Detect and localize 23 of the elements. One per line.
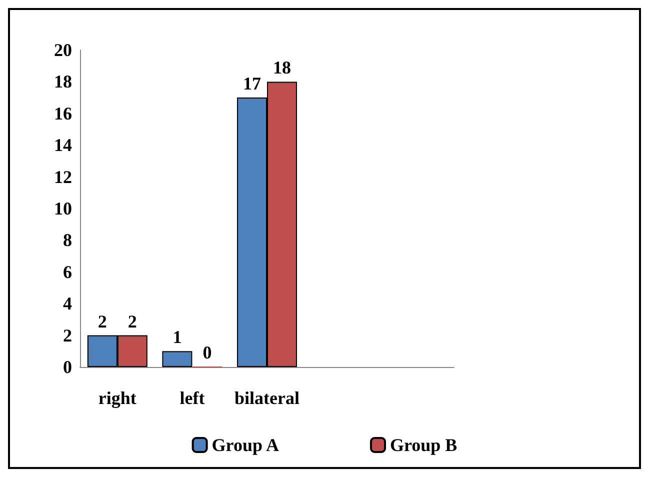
y-tick-label: 4 [63,294,72,314]
data-label: 0 [202,342,212,362]
y-tick-label: 16 [54,103,72,124]
y-tick-label: 18 [54,72,72,92]
x-tick-label: right [98,388,136,408]
y-tick-label: 20 [54,40,72,60]
y-tick-label: 14 [54,135,72,156]
bar [162,351,192,367]
data-label: 17 [243,74,261,94]
legend-label: Group A [212,435,280,455]
data-label: 1 [172,327,182,348]
y-tick-label: 8 [63,230,72,250]
x-tick-label: bilateral [234,388,300,408]
data-label: 2 [128,311,137,332]
data-label: 2 [98,311,107,332]
y-tick-label: 2 [63,325,72,346]
y-tick-label: 12 [54,166,72,187]
legend-label: Group B [390,435,458,455]
y-tick-label: 10 [54,198,72,218]
y-tick-label: 0 [63,357,72,377]
y-tick-label: 6 [63,262,72,282]
x-tick-label: left [180,388,205,408]
data-label: 18 [273,58,291,78]
